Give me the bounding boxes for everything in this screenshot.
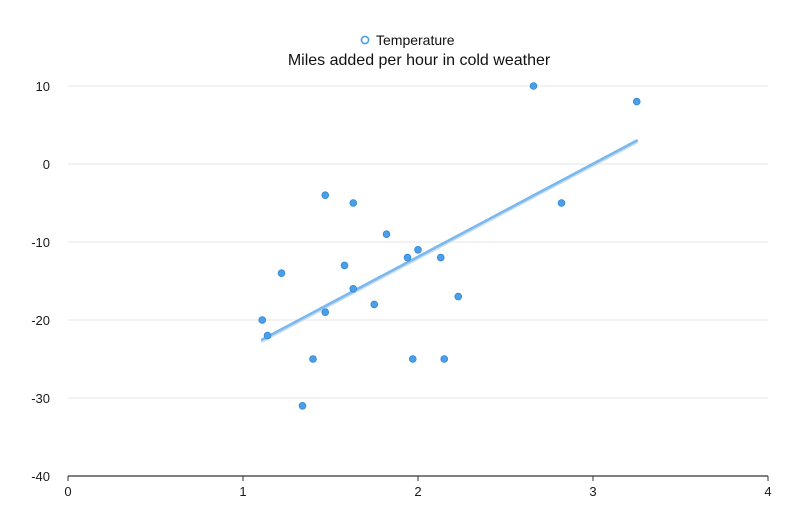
data-point xyxy=(408,355,417,363)
data-point xyxy=(632,97,641,106)
legend-marker xyxy=(360,35,370,45)
data-point xyxy=(370,300,379,309)
legend: Temperature xyxy=(360,32,455,48)
y-tick-label: -10 xyxy=(31,235,50,250)
chart-title: Miles added per hour in cold weather xyxy=(288,52,551,69)
data-point xyxy=(258,316,267,324)
data-point xyxy=(321,308,330,317)
x-tick-label: 0 xyxy=(64,484,71,499)
data-point xyxy=(454,292,463,301)
data-point xyxy=(529,82,538,90)
data-point xyxy=(298,401,307,410)
x-tick-label: 3 xyxy=(589,484,596,499)
y-tick-label: -40 xyxy=(31,469,50,484)
data-point xyxy=(349,199,358,207)
data-point xyxy=(340,261,349,270)
data-point xyxy=(414,246,422,254)
y-tick-label: -20 xyxy=(31,313,50,328)
data-point xyxy=(382,230,391,239)
data-point xyxy=(263,331,272,340)
x-tick-label: 4 xyxy=(764,484,771,499)
data-point xyxy=(436,253,445,262)
x-tick-label: 2 xyxy=(414,484,421,499)
trendline-shadow xyxy=(260,140,639,343)
trendline-layer xyxy=(260,139,639,343)
trendline xyxy=(260,139,639,341)
data-point xyxy=(277,269,286,278)
x-tick-label: 1 xyxy=(239,484,246,499)
data-point xyxy=(321,191,330,200)
axes: 10 0 -10 -20 -30 -40 0 1 2 3 4 xyxy=(31,79,771,499)
data-points xyxy=(258,82,641,410)
y-tick-label: 0 xyxy=(43,157,50,172)
data-point xyxy=(557,199,566,207)
grid-lines xyxy=(68,85,768,399)
data-point xyxy=(440,355,449,363)
y-tick-label: 10 xyxy=(36,79,50,94)
data-point xyxy=(309,355,317,363)
data-point xyxy=(403,253,412,262)
legend-label: Temperature xyxy=(376,32,455,48)
data-point xyxy=(349,284,358,293)
y-tick-label: -30 xyxy=(31,391,50,406)
